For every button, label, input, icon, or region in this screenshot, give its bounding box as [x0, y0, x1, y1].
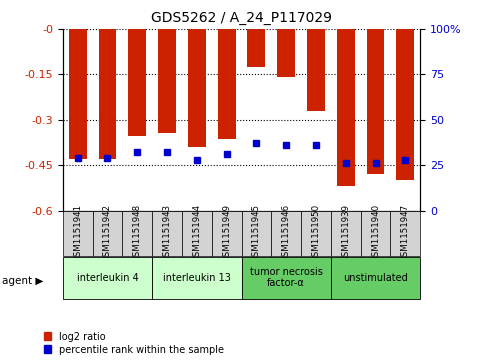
- FancyBboxPatch shape: [152, 257, 242, 299]
- Text: GSM1151942: GSM1151942: [103, 204, 112, 262]
- Text: GSM1151941: GSM1151941: [73, 204, 82, 262]
- Bar: [307, 29, 325, 111]
- Bar: [158, 29, 176, 133]
- Bar: [188, 29, 206, 147]
- FancyBboxPatch shape: [301, 211, 331, 256]
- FancyBboxPatch shape: [271, 211, 301, 256]
- Text: GSM1151940: GSM1151940: [371, 204, 380, 262]
- FancyBboxPatch shape: [361, 211, 390, 256]
- Bar: [69, 29, 86, 159]
- FancyBboxPatch shape: [242, 211, 271, 256]
- Text: GSM1151948: GSM1151948: [133, 204, 142, 262]
- Text: interleukin 13: interleukin 13: [163, 273, 231, 283]
- Title: GDS5262 / A_24_P117029: GDS5262 / A_24_P117029: [151, 11, 332, 25]
- Bar: [397, 29, 414, 180]
- Bar: [247, 29, 265, 67]
- FancyBboxPatch shape: [122, 211, 152, 256]
- FancyBboxPatch shape: [152, 211, 182, 256]
- FancyBboxPatch shape: [63, 211, 93, 256]
- Bar: [99, 29, 116, 159]
- Text: GSM1151939: GSM1151939: [341, 204, 350, 262]
- Text: GSM1151943: GSM1151943: [163, 204, 171, 262]
- FancyBboxPatch shape: [331, 257, 420, 299]
- Legend: log2 ratio, percentile rank within the sample: log2 ratio, percentile rank within the s…: [43, 331, 224, 355]
- Text: GSM1151944: GSM1151944: [192, 204, 201, 262]
- FancyBboxPatch shape: [242, 257, 331, 299]
- Text: GSM1151947: GSM1151947: [401, 204, 410, 262]
- Text: GSM1151945: GSM1151945: [252, 204, 261, 262]
- FancyBboxPatch shape: [93, 211, 122, 256]
- FancyBboxPatch shape: [331, 211, 361, 256]
- Text: interleukin 4: interleukin 4: [77, 273, 138, 283]
- Bar: [277, 29, 295, 77]
- Text: unstimulated: unstimulated: [343, 273, 408, 283]
- Text: GSM1151946: GSM1151946: [282, 204, 291, 262]
- Text: GSM1151950: GSM1151950: [312, 204, 320, 262]
- FancyBboxPatch shape: [182, 211, 212, 256]
- Bar: [367, 29, 384, 174]
- Bar: [128, 29, 146, 136]
- FancyBboxPatch shape: [63, 257, 152, 299]
- Text: GSM1151949: GSM1151949: [222, 204, 231, 262]
- FancyBboxPatch shape: [212, 211, 242, 256]
- Text: tumor necrosis
factor-α: tumor necrosis factor-α: [250, 267, 323, 289]
- FancyBboxPatch shape: [390, 211, 420, 256]
- Text: agent ▶: agent ▶: [2, 276, 44, 286]
- Bar: [218, 29, 236, 139]
- Bar: [337, 29, 355, 186]
